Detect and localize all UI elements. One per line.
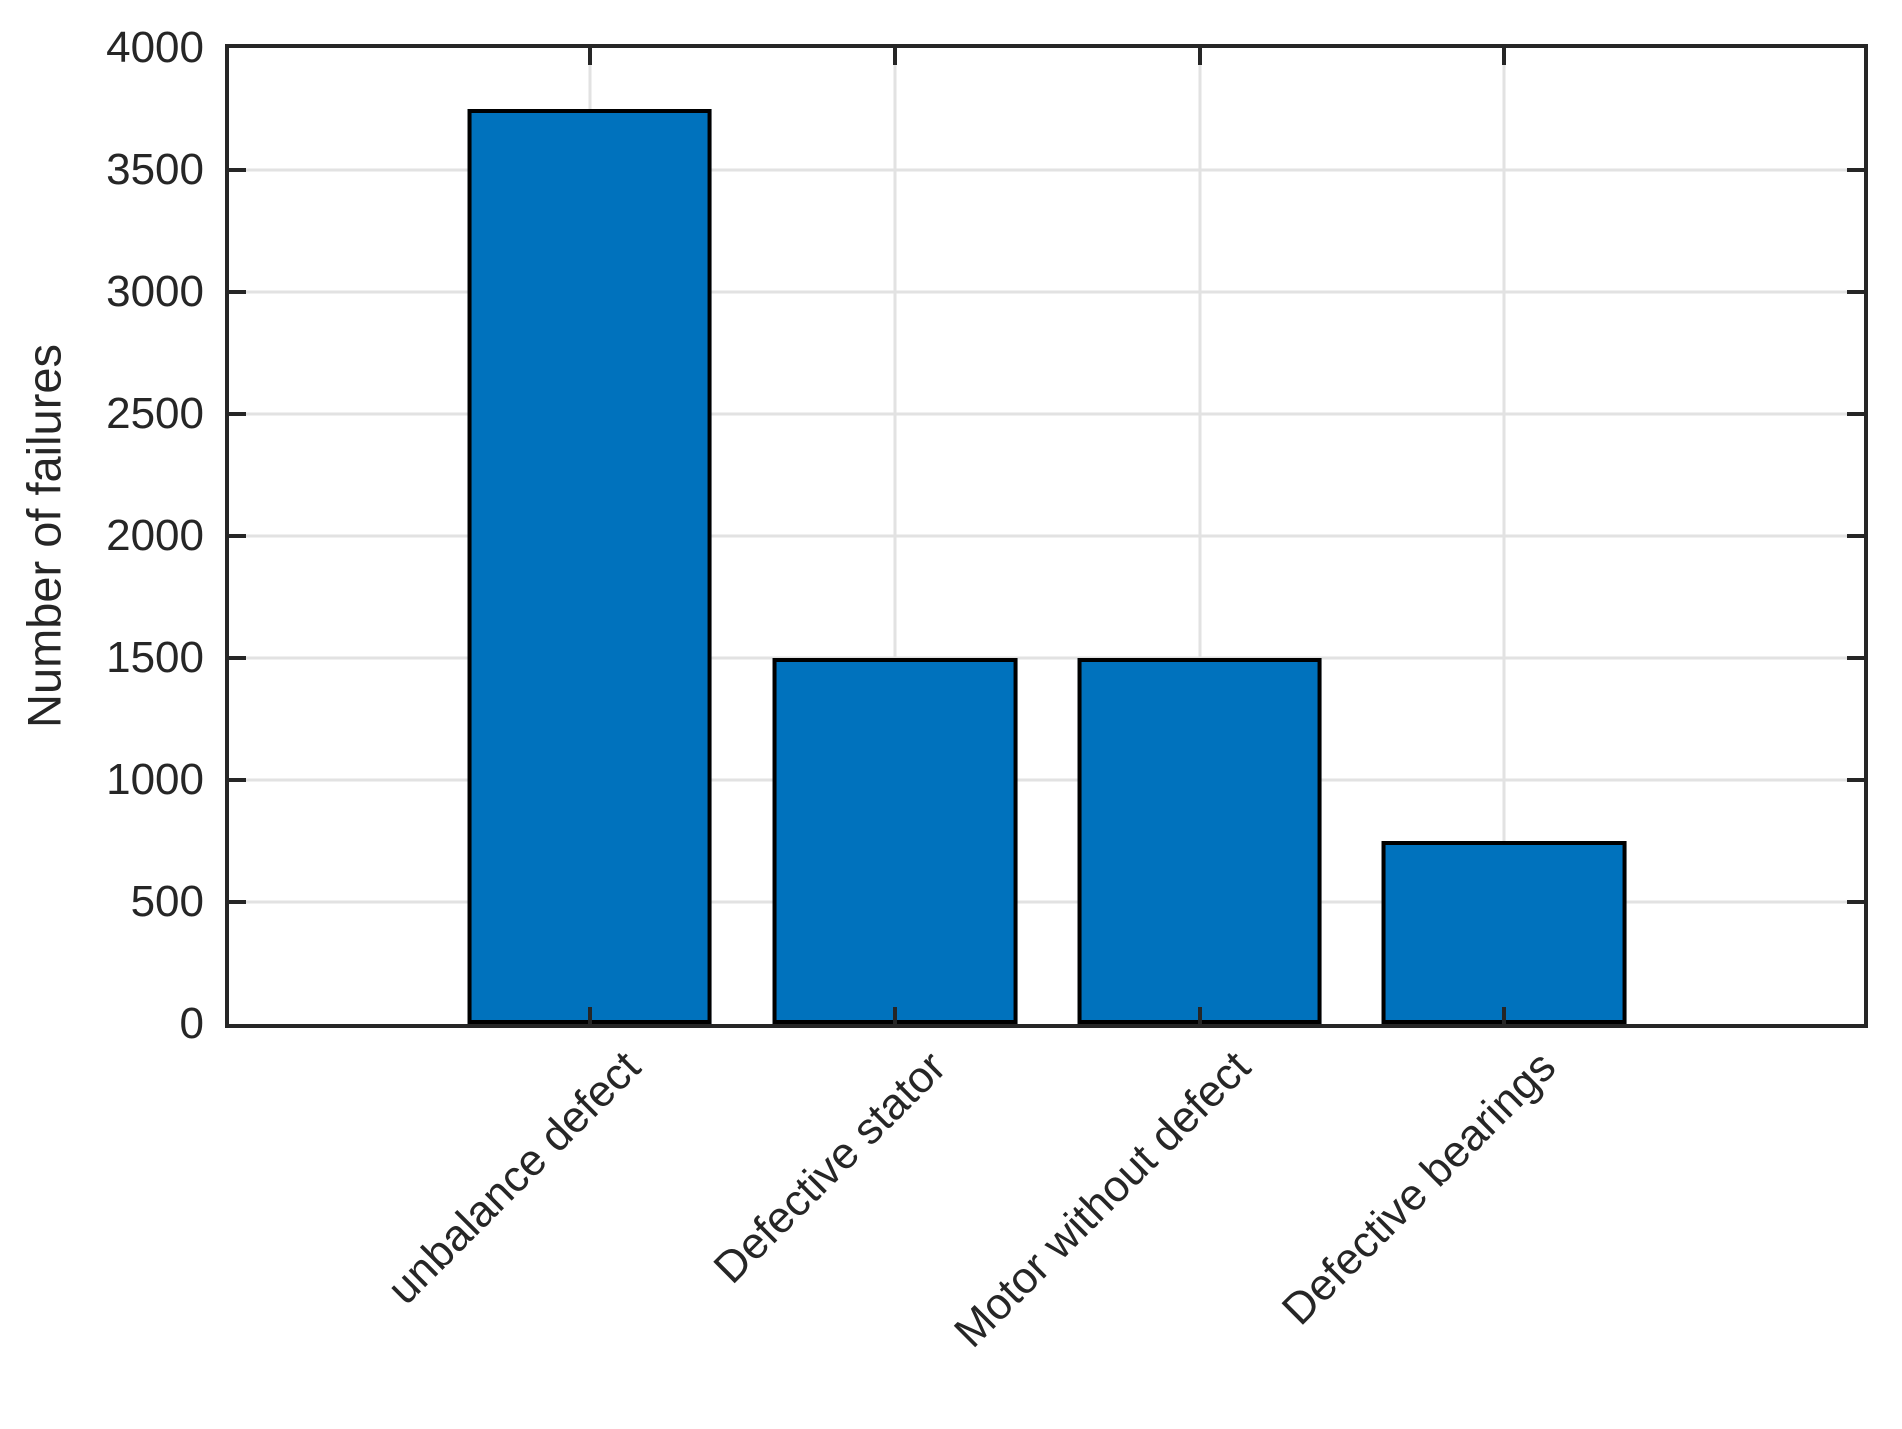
y-gridline bbox=[229, 900, 1864, 904]
x-tick-bottom bbox=[587, 1007, 592, 1024]
x-tick-top bbox=[1197, 48, 1202, 65]
x-tick-top bbox=[1502, 48, 1507, 65]
y-tick-right bbox=[1847, 534, 1864, 538]
y-gridline bbox=[229, 534, 1864, 538]
y-tick-right bbox=[1847, 656, 1864, 660]
x-tick-bottom bbox=[1197, 1007, 1202, 1024]
y-axis-label: Number of failures bbox=[17, 344, 71, 728]
x-tick-label: Motor without defect bbox=[945, 1042, 1261, 1357]
y-tick-label: 4000 bbox=[106, 23, 204, 72]
x-gridline bbox=[1198, 48, 1202, 1024]
y-gridline bbox=[229, 168, 1864, 172]
y-tick-label: 1000 bbox=[106, 755, 204, 804]
y-tick-left bbox=[229, 656, 246, 660]
y-tick-right bbox=[1847, 900, 1864, 904]
tick-mark-layer bbox=[229, 48, 1864, 1024]
x-tick-top bbox=[892, 48, 897, 65]
y-tick-label: 3000 bbox=[106, 267, 204, 316]
y-tick-right bbox=[1847, 168, 1864, 172]
y-gridline bbox=[229, 412, 1864, 416]
y-tick-label: 2000 bbox=[106, 511, 204, 560]
x-gridline bbox=[1502, 48, 1506, 1024]
bar bbox=[1381, 841, 1627, 1024]
bar bbox=[467, 109, 712, 1024]
bar bbox=[1077, 658, 1322, 1024]
y-tick-left bbox=[229, 778, 246, 782]
x-tick-label: Defective bearings bbox=[1272, 1042, 1566, 1335]
y-tick-left bbox=[229, 168, 246, 172]
y-tick-label: 2500 bbox=[106, 389, 204, 438]
y-tick-label: 1500 bbox=[106, 633, 204, 682]
y-gridline bbox=[229, 656, 1864, 660]
x-gridline bbox=[893, 48, 897, 1024]
plot-area bbox=[225, 44, 1868, 1028]
x-tick-bottom bbox=[1502, 1007, 1507, 1024]
y-tick-right bbox=[1847, 778, 1864, 782]
y-tick-left bbox=[229, 412, 246, 416]
x-tick-label: Defective stator bbox=[704, 1042, 956, 1293]
y-tick-left bbox=[229, 900, 246, 904]
y-tick-left bbox=[229, 290, 246, 294]
x-tick-bottom bbox=[892, 1007, 897, 1024]
x-tick-label: unbalance defect bbox=[378, 1042, 651, 1314]
y-tick-label: 0 bbox=[179, 999, 204, 1048]
y-tick-right bbox=[1847, 412, 1864, 416]
bar-layer bbox=[229, 48, 1864, 1024]
bar bbox=[772, 658, 1018, 1024]
x-tick-top bbox=[587, 48, 592, 65]
y-tick-label: 500 bbox=[130, 877, 204, 926]
y-tick-right bbox=[1847, 290, 1864, 294]
y-tick-label: 3500 bbox=[106, 145, 204, 194]
y-gridline bbox=[229, 290, 1864, 294]
y-tick-left bbox=[229, 534, 246, 538]
y-gridline bbox=[229, 778, 1864, 782]
